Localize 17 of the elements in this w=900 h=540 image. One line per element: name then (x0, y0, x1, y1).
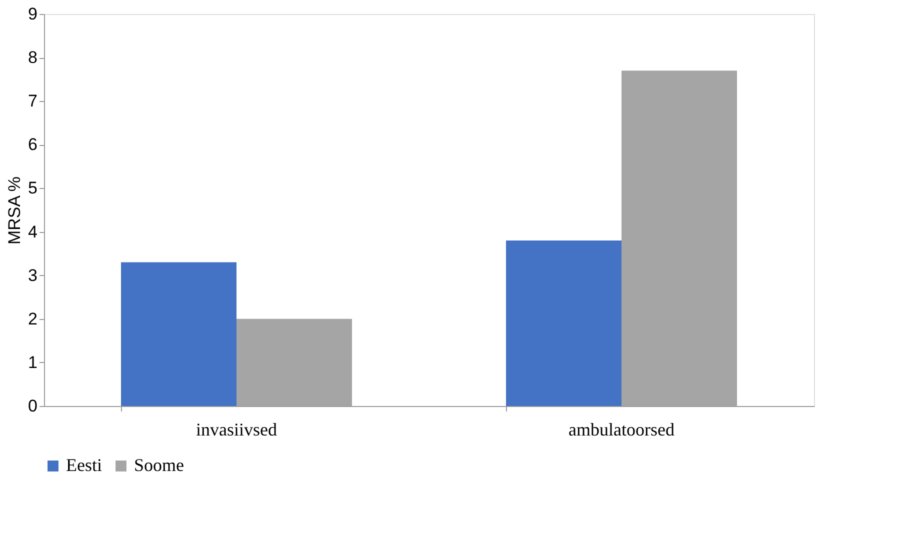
bar (506, 240, 622, 406)
y-tick-label: 2 (28, 309, 38, 328)
legend-label: Soome (134, 455, 184, 475)
y-tick-label: 1 (28, 352, 38, 372)
legend-label: Eesti (66, 455, 102, 475)
y-tick-label: 9 (28, 4, 38, 24)
bar (121, 262, 236, 406)
y-tick-label: 5 (28, 178, 38, 198)
x-tick-label: ambulatoorsed (568, 420, 674, 440)
y-tick-label: 0 (28, 396, 38, 416)
y-tick-label: 7 (28, 92, 38, 111)
y-axis-title: MRSA % (5, 176, 24, 245)
y-tick-label: 3 (28, 266, 38, 285)
x-tick-label: invasiivsed (196, 420, 277, 440)
y-tick-label: 4 (28, 222, 38, 242)
y-tick-label: 6 (28, 135, 38, 154)
y-tick-label: 8 (28, 48, 38, 68)
